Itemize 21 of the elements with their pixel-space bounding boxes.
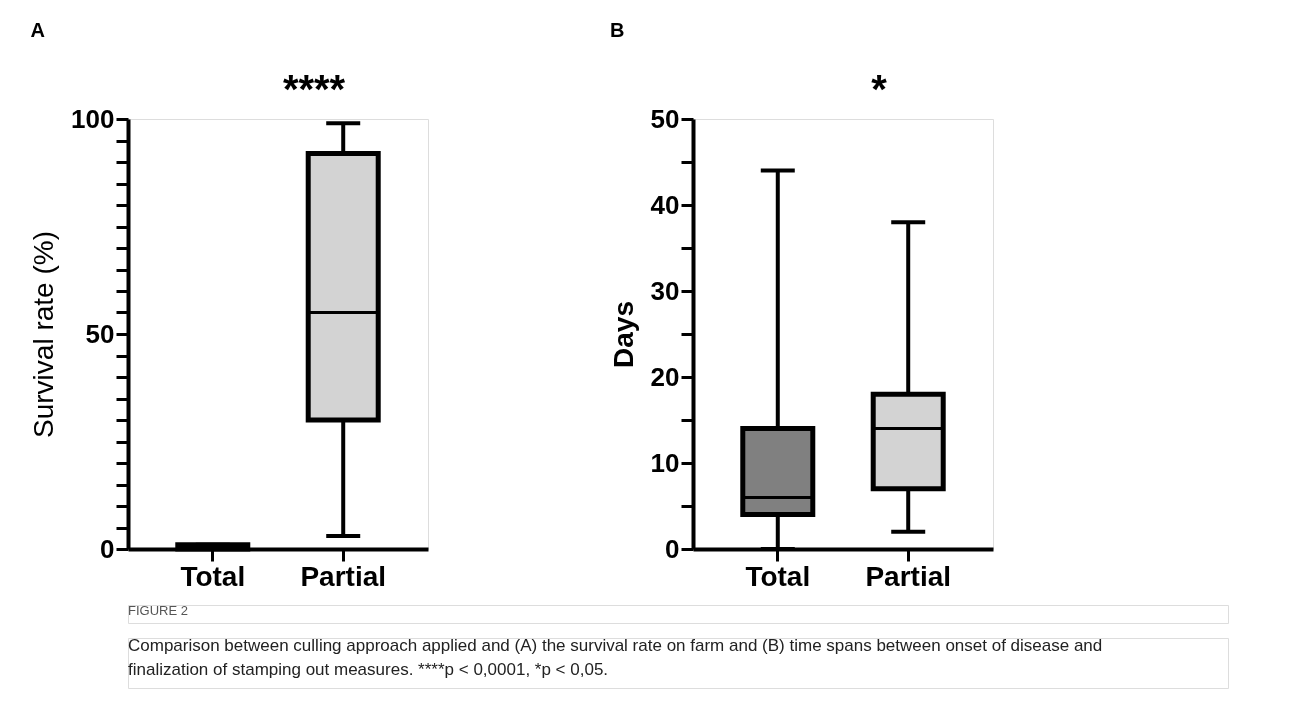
- y-tick-label: 50: [85, 318, 115, 349]
- y-tick-label: 30: [650, 275, 680, 306]
- caption: FIGURE 2: [128, 603, 188, 618]
- y-tick-label: 0: [665, 533, 680, 564]
- y-tick-label: 100: [71, 103, 115, 134]
- x-tick-label: Partial: [300, 560, 387, 592]
- chart-title: A: [30, 19, 46, 41]
- y-tick-label: 50: [650, 103, 680, 134]
- y-tick-label: 0: [100, 533, 115, 564]
- text: ****: [282, 67, 346, 111]
- text: Comparison between culling approach applied and (A) the survival rate on farm and (B) time spans between onset of disease and finalization of stamping out measures. ****p < 0,0001, *p < 0,05.: [128, 636, 1103, 679]
- chart-title: B: [610, 19, 625, 41]
- y-tick-label: 10: [650, 447, 680, 478]
- y-axis-title: Survival rate (%): [28, 231, 60, 438]
- text: *: [871, 67, 888, 111]
- x-tick-label: Total: [745, 560, 811, 592]
- y-tick-label: 40: [650, 189, 680, 220]
- x-tick-label: Total: [180, 560, 246, 592]
- x-tick-label: Partial: [865, 560, 952, 592]
- y-axis-title: Days: [607, 301, 639, 368]
- y-tick-label: 20: [650, 361, 680, 392]
